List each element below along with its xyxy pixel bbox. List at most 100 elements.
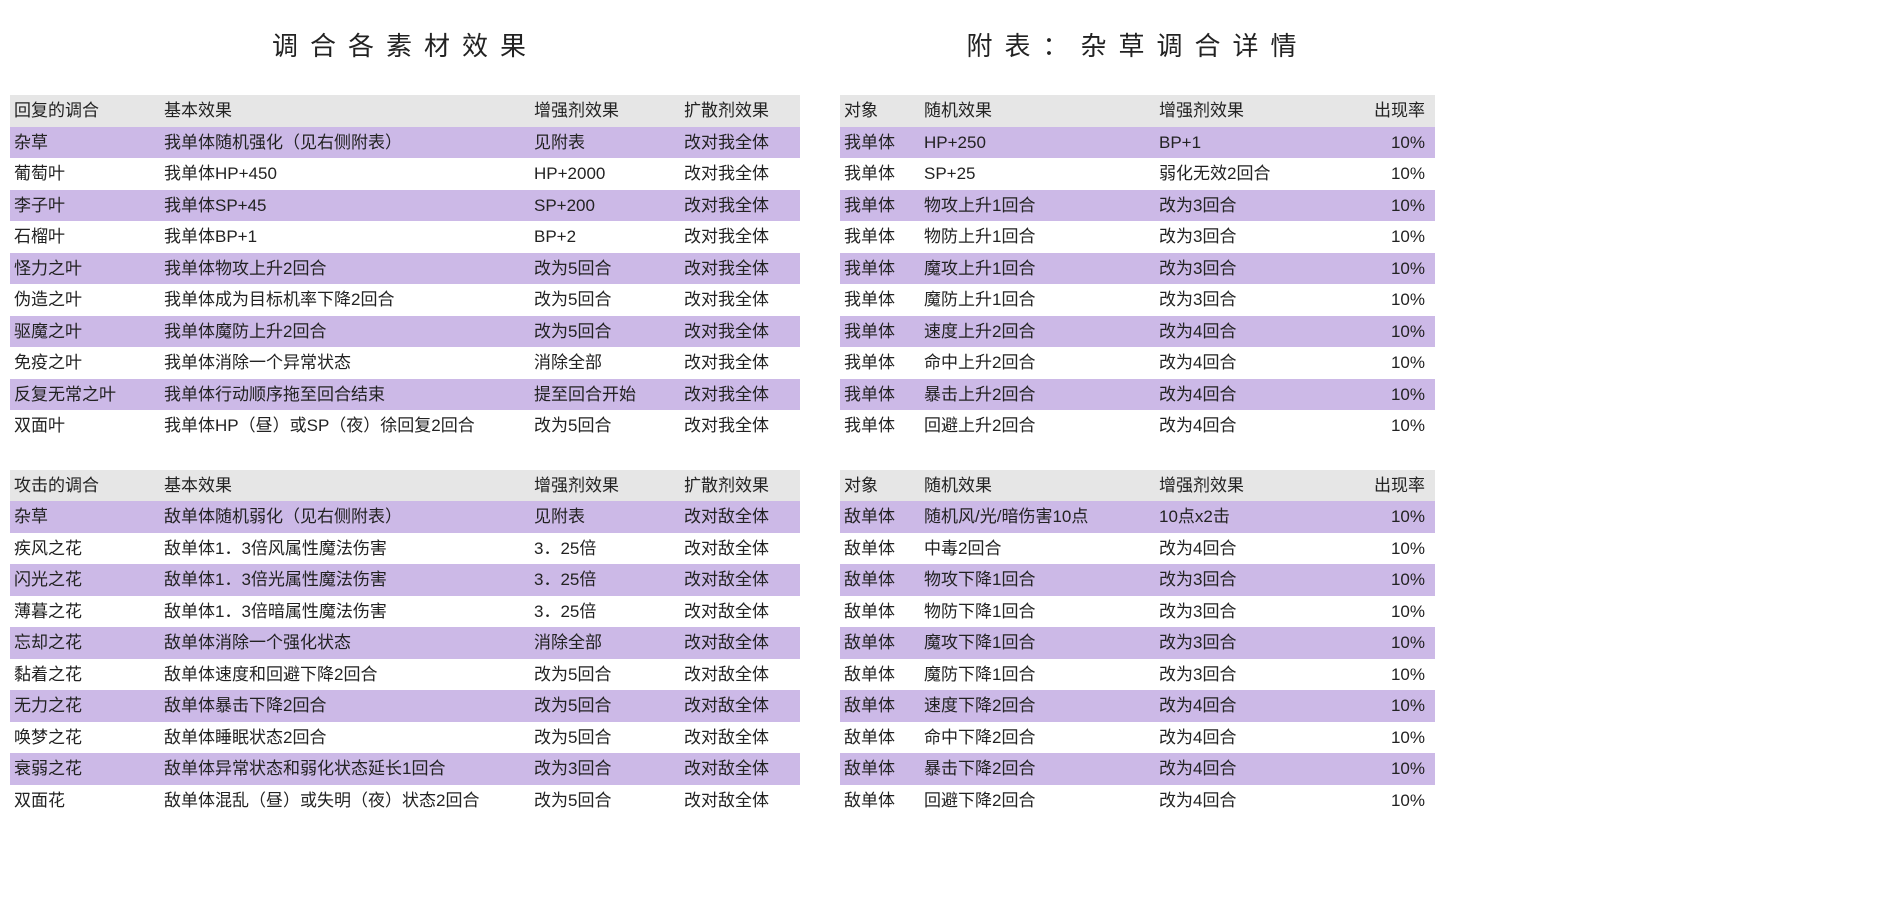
left-table-1: 攻击的调合基本效果增强剂效果扩散剂效果杂草敌单体随机弱化（见右侧附表）见附表改对… [10, 470, 800, 817]
table-cell: 敌单体 [840, 785, 920, 817]
table-cell: 速度下降2回合 [920, 690, 1155, 722]
table-row: 我单体暴击上升2回合改为4回合10% [840, 379, 1435, 411]
table-cell: 改对我全体 [680, 158, 800, 190]
table-cell: 我单体 [840, 158, 920, 190]
table-cell: 速度上升2回合 [920, 316, 1155, 348]
table-row: 黏着之花敌单体速度和回避下降2回合改为5回合改对敌全体 [10, 659, 800, 691]
table-row: 敌单体物防下降1回合改为3回合10% [840, 596, 1435, 628]
table-cell: 10% [1345, 690, 1435, 722]
table-header-row: 攻击的调合基本效果增强剂效果扩散剂效果 [10, 470, 800, 502]
table-cell: 中毒2回合 [920, 533, 1155, 565]
table-row: 唤梦之花敌单体睡眠状态2回合改为5回合改对敌全体 [10, 722, 800, 754]
table-cell: 改为3回合 [1155, 659, 1345, 691]
table-cell: 我单体 [840, 379, 920, 411]
table-row: 我单体回避上升2回合改为4回合10% [840, 410, 1435, 442]
right-title: 附表：杂草调合详情 [840, 26, 1435, 63]
right-table-0: 对象随机效果增强剂效果出现率我单体HP+250BP+110%我单体SP+25弱化… [840, 95, 1435, 442]
table-cell: 命中下降2回合 [920, 722, 1155, 754]
table-header-cell: 增强剂效果 [530, 470, 680, 502]
table-cell: 改为3回合 [1155, 627, 1345, 659]
table-cell: BP+2 [530, 221, 680, 253]
table-cell: 改为3回合 [1155, 253, 1345, 285]
table-cell: 敌单体睡眠状态2回合 [160, 722, 530, 754]
table-cell: 我单体成为目标机率下降2回合 [160, 284, 530, 316]
table-cell: 我单体消除一个异常状态 [160, 347, 530, 379]
table-row: 我单体魔攻上升1回合改为3回合10% [840, 253, 1435, 285]
table-cell: HP+250 [920, 127, 1155, 159]
table-row: 我单体HP+250BP+110% [840, 127, 1435, 159]
table-cell: 敌单体 [840, 501, 920, 533]
table-cell: 敌单体混乱（昼）或失明（夜）状态2回合 [160, 785, 530, 817]
table-row: 葡萄叶我单体HP+450HP+2000改对我全体 [10, 158, 800, 190]
table-row: 薄暮之花敌单体1．3倍暗属性魔法伤害3．25倍改对敌全体 [10, 596, 800, 628]
table-cell: 改为5回合 [530, 722, 680, 754]
table-cell: 改为5回合 [530, 284, 680, 316]
table-cell: 敌单体 [840, 627, 920, 659]
table-cell: 我单体 [840, 221, 920, 253]
table-cell: 唤梦之花 [10, 722, 160, 754]
table-cell: 改对敌全体 [680, 785, 800, 817]
table-cell: 我单体行动顺序拖至回合结束 [160, 379, 530, 411]
table-cell: 改为3回合 [1155, 596, 1345, 628]
table-cell: 改为4回合 [1155, 722, 1345, 754]
table-cell: 改为4回合 [1155, 347, 1345, 379]
table-cell: 改对我全体 [680, 221, 800, 253]
table-cell: 10% [1345, 753, 1435, 785]
table-cell: 10% [1345, 190, 1435, 222]
table-row: 反复无常之叶我单体行动顺序拖至回合结束提至回合开始改对我全体 [10, 379, 800, 411]
table-cell: 改为5回合 [530, 659, 680, 691]
table-cell: 我单体随机强化（见右侧附表） [160, 127, 530, 159]
table-row: 李子叶我单体SP+45SP+200改对我全体 [10, 190, 800, 222]
table-cell: HP+2000 [530, 158, 680, 190]
table-cell: 改对敌全体 [680, 533, 800, 565]
table-cell: 改为5回合 [530, 690, 680, 722]
table-cell: 魔攻上升1回合 [920, 253, 1155, 285]
table-cell: 10% [1345, 158, 1435, 190]
table-cell: 消除全部 [530, 627, 680, 659]
table-cell: 我单体 [840, 347, 920, 379]
page-container: 调合各素材效果 回复的调合基本效果增强剂效果扩散剂效果杂草我单体随机强化（见右侧… [10, 10, 1883, 844]
table-cell: 驱魔之叶 [10, 316, 160, 348]
table-cell: 10% [1345, 347, 1435, 379]
table-row: 免疫之叶我单体消除一个异常状态消除全部改对我全体 [10, 347, 800, 379]
table-cell: SP+200 [530, 190, 680, 222]
table-cell: 改为4回合 [1155, 785, 1345, 817]
table-header-cell: 随机效果 [920, 470, 1155, 502]
table-row: 敌单体魔防下降1回合改为3回合10% [840, 659, 1435, 691]
table-cell: 10% [1345, 785, 1435, 817]
right-table-1: 对象随机效果增强剂效果出现率敌单体随机风/光/暗伤害10点10点x2击10%敌单… [840, 470, 1435, 817]
table-header-cell: 基本效果 [160, 470, 530, 502]
table-cell: 改为3回合 [1155, 564, 1345, 596]
table-cell: 免疫之叶 [10, 347, 160, 379]
table-cell: 改对我全体 [680, 127, 800, 159]
table-cell: 改为4回合 [1155, 316, 1345, 348]
table-header-row: 对象随机效果增强剂效果出现率 [840, 95, 1435, 127]
table-cell: 我单体 [840, 253, 920, 285]
table-row: 敌单体回避下降2回合改为4回合10% [840, 785, 1435, 817]
table-header-cell: 扩散剂效果 [680, 470, 800, 502]
table-cell: 改为3回合 [1155, 190, 1345, 222]
table-cell: 我单体 [840, 127, 920, 159]
table-cell: 我单体HP（昼）或SP（夜）徐回复2回合 [160, 410, 530, 442]
table-cell: 魔防上升1回合 [920, 284, 1155, 316]
table-cell: 10% [1345, 627, 1435, 659]
table-cell: 敌单体 [840, 722, 920, 754]
table-cell: 敌单体随机弱化（见右侧附表） [160, 501, 530, 533]
table-cell: 我单体BP+1 [160, 221, 530, 253]
table-row: 忘却之花敌单体消除一个强化状态消除全部改对敌全体 [10, 627, 800, 659]
table-cell: 双面花 [10, 785, 160, 817]
table-cell: 改为5回合 [530, 316, 680, 348]
table-cell: 3．25倍 [530, 533, 680, 565]
table-row: 石榴叶我单体BP+1BP+2改对我全体 [10, 221, 800, 253]
table-row: 闪光之花敌单体1．3倍光属性魔法伤害3．25倍改对敌全体 [10, 564, 800, 596]
table-cell: 3．25倍 [530, 596, 680, 628]
table-header-cell: 增强剂效果 [1155, 470, 1345, 502]
table-header-cell: 攻击的调合 [10, 470, 160, 502]
table-cell: 改对我全体 [680, 316, 800, 348]
table-cell: 物攻上升1回合 [920, 190, 1155, 222]
table-header-cell: 对象 [840, 470, 920, 502]
table-cell: 疾风之花 [10, 533, 160, 565]
table-cell: 石榴叶 [10, 221, 160, 253]
table-header-cell: 增强剂效果 [1155, 95, 1345, 127]
table-cell: 我单体魔防上升2回合 [160, 316, 530, 348]
